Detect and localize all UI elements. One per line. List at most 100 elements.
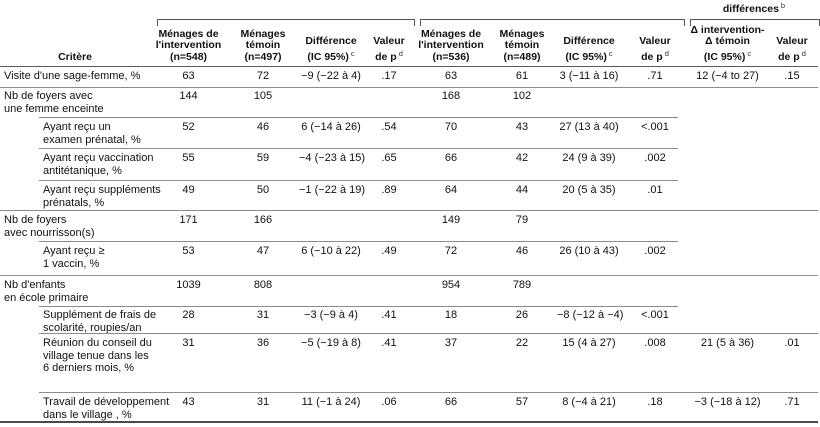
cell-g2-intervention: 18 bbox=[444, 309, 458, 321]
table-row: Nb de foyers avec nourrisson(s) 171 166 … bbox=[0, 214, 818, 239]
cell-g1-difference: 6 (−10 à 22) bbox=[301, 245, 361, 257]
cell-g2-temoin: 46 bbox=[515, 245, 529, 257]
cell-g2-temoin: 102 bbox=[512, 90, 532, 102]
cell-g1-intervention: 28 bbox=[182, 309, 195, 321]
cell-g1-pvalue: .89 bbox=[381, 184, 397, 196]
footnote-marker-d: d bbox=[664, 48, 669, 58]
cell-g1-intervention: 171 bbox=[179, 214, 198, 226]
cell-g2-intervention: 72 bbox=[444, 245, 458, 257]
row-label: Travail de développement dans le village… bbox=[43, 396, 170, 421]
cell-g2-intervention: 63 bbox=[444, 70, 458, 82]
cell-g2-difference: −8 (−12 à −4) bbox=[557, 309, 624, 321]
cell-g2-intervention: 37 bbox=[444, 337, 458, 349]
footnote-marker-d: d bbox=[801, 48, 806, 58]
cell-g2-difference: 24 (9 à 39) bbox=[562, 152, 616, 164]
cell-g1-temoin: 31 bbox=[256, 309, 270, 321]
col-header-g2-difference: Différence (IC 95%) c bbox=[563, 35, 615, 63]
col-header-g1-temoin: Ménages témoin (n=497) bbox=[240, 27, 286, 63]
cell-g2-pvalue: .18 bbox=[647, 396, 663, 408]
table-row: Ayant reçu vaccination antitétanique, % … bbox=[0, 152, 818, 177]
cell-g1-temoin: 59 bbox=[256, 152, 270, 164]
row-label: Visite d'une sage-femme, % bbox=[4, 70, 141, 82]
cell-g2-pvalue: .002 bbox=[644, 152, 666, 164]
cell-g2-temoin: 789 bbox=[512, 279, 532, 291]
cell-delta-difference: 21 (5 à 36) bbox=[700, 337, 755, 349]
row-rule bbox=[39, 241, 678, 242]
cell-g2-temoin: 22 bbox=[515, 337, 529, 349]
table-bottom-rule bbox=[0, 421, 818, 423]
cell-g1-temoin: 105 bbox=[253, 90, 273, 102]
cell-g1-difference: −5 (−19 à 8) bbox=[301, 337, 361, 349]
cell-g2-intervention: 70 bbox=[444, 121, 458, 133]
cell-g1-intervention: 144 bbox=[179, 90, 198, 102]
cell-g2-temoin: 42 bbox=[515, 152, 529, 164]
header-rule bbox=[0, 66, 818, 67]
table-row: Réunion du conseil du village tenue dans… bbox=[0, 337, 818, 375]
cell-g2-temoin: 61 bbox=[515, 70, 529, 82]
cell-g1-difference: −9 (−22 à 4) bbox=[301, 70, 361, 82]
row-rule bbox=[0, 210, 818, 211]
spanner-differences-title: différences b bbox=[690, 0, 818, 15]
row-rule bbox=[39, 148, 678, 149]
cell-g1-intervention: 53 bbox=[182, 245, 195, 257]
row-label: Ayant reçu vaccination antitétanique, % bbox=[43, 152, 154, 177]
cell-g1-temoin: 166 bbox=[253, 214, 273, 226]
col-header-g1-difference: Différence (IC 95%) c bbox=[305, 35, 357, 63]
row-label: Réunion du conseil du village tenue dans… bbox=[43, 337, 152, 374]
table-row: Ayant reçu suppléments prénatals, % 49 5… bbox=[0, 184, 818, 209]
table-row: Ayant reçu un examen prénatal, % 52 46 6… bbox=[0, 121, 818, 146]
cell-g1-pvalue: .41 bbox=[381, 309, 397, 321]
cell-g2-pvalue: .008 bbox=[644, 337, 666, 349]
row-label: Nb d'enfants en école primaire bbox=[4, 279, 89, 304]
cell-g1-pvalue: .06 bbox=[381, 396, 397, 408]
cell-g1-temoin: 808 bbox=[253, 279, 273, 291]
cell-g2-pvalue: .71 bbox=[647, 70, 663, 82]
row-rule bbox=[0, 275, 818, 276]
cell-g2-difference: 3 (−11 à 16) bbox=[559, 70, 619, 82]
cell-g2-intervention: 64 bbox=[444, 184, 458, 196]
row-label: Supplément de frais de scolarité, roupie… bbox=[43, 309, 157, 334]
cell-g1-pvalue: .41 bbox=[381, 337, 397, 349]
table-row: Travail de développement dans le village… bbox=[0, 396, 818, 421]
cell-g1-temoin: 31 bbox=[256, 396, 270, 408]
cell-g1-intervention: 63 bbox=[182, 70, 195, 82]
cell-g2-difference: 15 (4 à 27) bbox=[562, 337, 616, 349]
cell-g1-difference: −3 (−9 à 4) bbox=[304, 309, 358, 321]
row-label: Ayant reçu suppléments prénatals, % bbox=[43, 184, 161, 209]
row-rule bbox=[39, 392, 818, 393]
col-header-g2-temoin: Ménages témoin (n=489) bbox=[499, 27, 545, 63]
column-group-bracket-1 bbox=[157, 19, 415, 26]
row-rule bbox=[39, 333, 818, 334]
footnote-marker-c: c bbox=[747, 48, 752, 58]
cell-delta-difference: 12 (−4 to 27) bbox=[696, 70, 759, 82]
footnote-marker-c: c bbox=[350, 48, 355, 58]
cell-g2-temoin: 44 bbox=[515, 184, 529, 196]
cell-g2-temoin: 79 bbox=[515, 214, 529, 226]
column-group-bracket-2 bbox=[420, 19, 685, 26]
cell-g2-intervention: 66 bbox=[444, 152, 458, 164]
cell-g2-difference: 20 (5 à 35) bbox=[562, 184, 616, 196]
cell-g3-pvalue: .01 bbox=[784, 337, 800, 349]
cell-g1-difference: −4 (−23 à 15) bbox=[299, 152, 366, 164]
cell-g1-pvalue: .65 bbox=[381, 152, 397, 164]
cell-g1-pvalue: .49 bbox=[381, 245, 397, 257]
col-header-criterion: Critère bbox=[58, 50, 92, 63]
row-label: Nb de foyers avec une femme enceinte bbox=[4, 90, 104, 115]
cell-g1-temoin: 36 bbox=[256, 337, 270, 349]
row-label: Ayant reçu un examen prénatal, % bbox=[43, 121, 141, 146]
cell-delta-difference: −3 (−18 à 12) bbox=[694, 396, 761, 408]
row-rule bbox=[0, 87, 818, 88]
cell-g2-temoin: 57 bbox=[515, 396, 529, 408]
footnote-marker-c: c bbox=[608, 48, 613, 58]
cell-g1-intervention: 1039 bbox=[176, 279, 201, 291]
cell-g2-temoin: 43 bbox=[515, 121, 529, 133]
cell-g1-temoin: 50 bbox=[256, 184, 270, 196]
cell-g1-intervention: 52 bbox=[182, 121, 195, 133]
cell-g3-pvalue: .15 bbox=[784, 70, 800, 82]
footnote-marker-d: d bbox=[398, 48, 403, 58]
cell-g2-pvalue: <.001 bbox=[641, 309, 669, 321]
table-header: Critère Ménages de l'intervention (n=548… bbox=[0, 0, 820, 64]
